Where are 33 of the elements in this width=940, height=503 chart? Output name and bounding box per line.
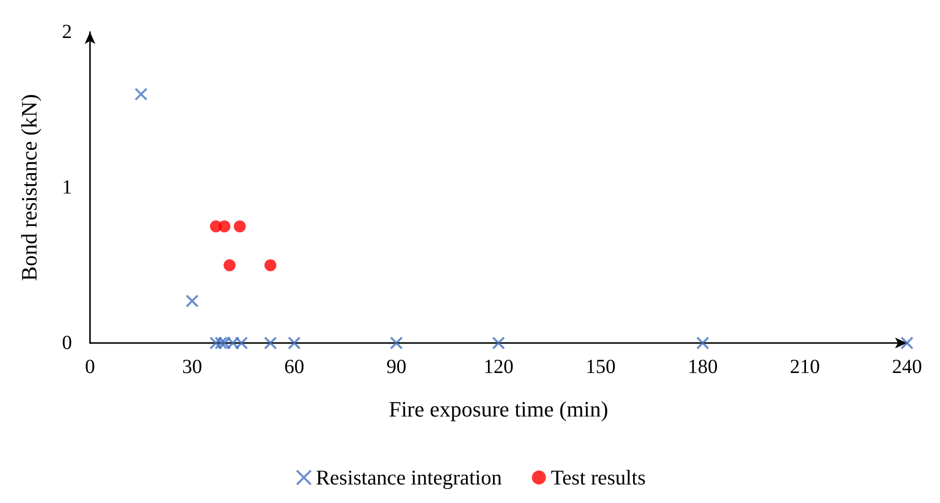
x-tick-label: 240 [892,356,922,378]
point [209,336,222,350]
y-tick-label: 1 [62,176,72,198]
point [186,294,199,308]
legend-label: Test results [550,466,646,490]
point [696,336,710,350]
x-tick-label: 90 [386,356,406,378]
y-tick-label: 2 [62,21,72,43]
point [264,259,276,272]
y-tick-label: 0 [62,332,72,354]
point [218,220,230,232]
point [390,336,403,350]
point [492,336,505,350]
y-axis-title: Bond resistance (kN) [16,94,42,281]
point [134,88,148,101]
point [900,336,914,350]
x-tick-label: 210 [790,356,820,378]
x-tick-label: 120 [484,356,514,378]
x-tick-label: 0 [85,356,95,378]
x-tick-label: 30 [182,356,202,378]
point [288,336,301,350]
x-tick-label: 180 [688,356,718,378]
x-axis-title: Fire exposure time (min) [388,396,608,422]
point [224,259,236,272]
x-tick-label: 60 [284,356,304,378]
point [214,336,228,350]
x-tick-label: 150 [586,356,616,378]
point [226,336,240,350]
point [234,220,246,232]
point [264,336,277,350]
point [234,336,248,350]
point [218,336,231,350]
legend-label: Resistance integration [316,466,502,490]
